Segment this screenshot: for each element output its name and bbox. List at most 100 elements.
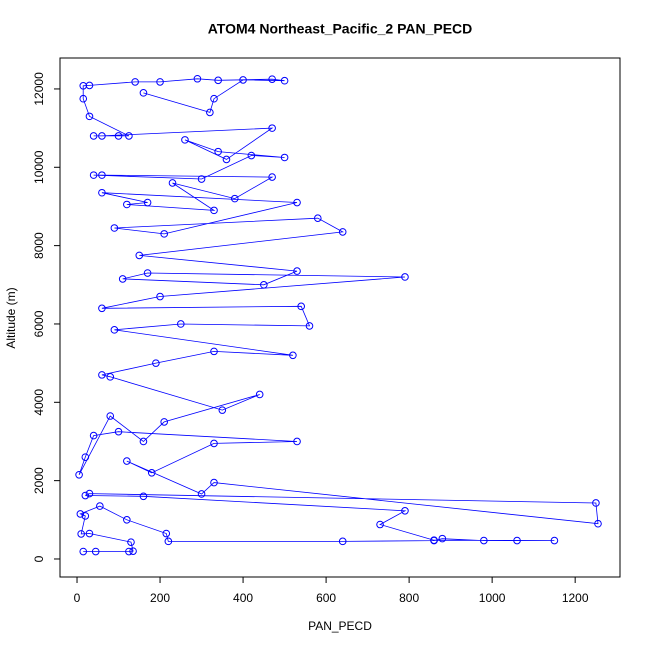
data-point [550,536,559,545]
data-point [214,147,222,156]
x-tick-label: 1200 [562,591,589,605]
data-point [85,81,94,90]
data-point [125,132,133,140]
data-point [210,347,218,356]
data-point [305,322,314,330]
data-point [230,194,239,203]
data-point [293,198,301,207]
data-point [247,151,256,160]
data-point [222,155,231,164]
data-point [131,78,139,86]
data-point [143,269,152,277]
chart-title: ATOM4 Northeast_Pacific_2 PAN_PECD [208,21,473,37]
data-point [214,76,222,85]
data-point [218,406,227,414]
data-point [89,431,98,440]
data-point [139,89,148,97]
data-point [85,529,94,538]
data-point [98,371,106,379]
data-point [210,206,218,215]
x-tick-label: 200 [150,591,170,605]
data-point [110,224,119,232]
data-point [85,489,94,498]
data-point [268,173,276,181]
data-point [91,547,100,556]
data-point [98,304,106,313]
data-point [160,230,168,238]
y-tick-label: 10000 [32,150,46,184]
data-point [480,536,488,545]
data-point [197,175,206,183]
data-point [75,470,83,479]
data-point [280,153,289,162]
data-point [293,437,301,446]
x-tick-label: 1000 [479,591,506,605]
data-point [162,529,171,538]
data-point [513,536,521,545]
y-tick-label: 8000 [32,232,46,259]
data-point [123,457,131,465]
data-point [268,75,276,83]
data-point [164,537,173,546]
data-point [210,94,218,103]
data-point [594,519,602,528]
y-tick-label: 0 [32,555,46,562]
data-point [338,537,347,546]
data-point [592,499,600,507]
data-point [156,292,164,301]
y-tick-label: 12000 [32,72,46,106]
data-point [206,108,214,117]
data-point [118,275,127,283]
data-point [98,188,106,197]
data-point [260,280,268,289]
data-point [114,427,123,436]
data-point [210,439,218,448]
data-point [98,132,106,140]
data-point [193,74,202,83]
data-point [77,530,85,538]
data-point [81,512,90,520]
x-tick-label: 0 [74,591,81,605]
data-point [79,547,88,556]
data-point [147,469,156,477]
data-point [376,520,384,529]
data-point [89,132,98,140]
y-tick-label: 2000 [32,467,46,494]
data-point [313,214,322,223]
data-point [401,507,409,515]
data-point [139,437,148,446]
data-point [280,76,289,85]
data-point [81,453,90,461]
data-point [127,538,135,546]
data-point [114,132,123,140]
data-point [135,251,144,260]
x-tick-label: 400 [233,591,253,605]
data-point [129,547,137,555]
data-point [143,198,152,207]
data-point [79,94,88,103]
data-point [168,179,177,187]
data-point [289,351,297,360]
data-point [160,418,168,426]
data-point [81,491,90,500]
data-point [89,171,98,179]
data-point [123,200,131,209]
data-line [78,78,599,552]
data-point [152,359,160,367]
data-point [177,320,185,328]
y-tick-label: 4000 [32,389,46,416]
data-point [430,536,438,544]
data-point [98,171,106,179]
data-point [297,302,305,311]
y-axis-label: Altitude (m) [4,287,18,348]
data-point [255,390,264,399]
data-point [96,502,104,510]
data-point [181,136,189,144]
x-tick-label: 600 [316,591,336,605]
data-point [156,78,164,86]
data-point [197,490,206,498]
data-point [139,492,148,501]
data-point [106,373,115,381]
data-point [106,412,115,420]
